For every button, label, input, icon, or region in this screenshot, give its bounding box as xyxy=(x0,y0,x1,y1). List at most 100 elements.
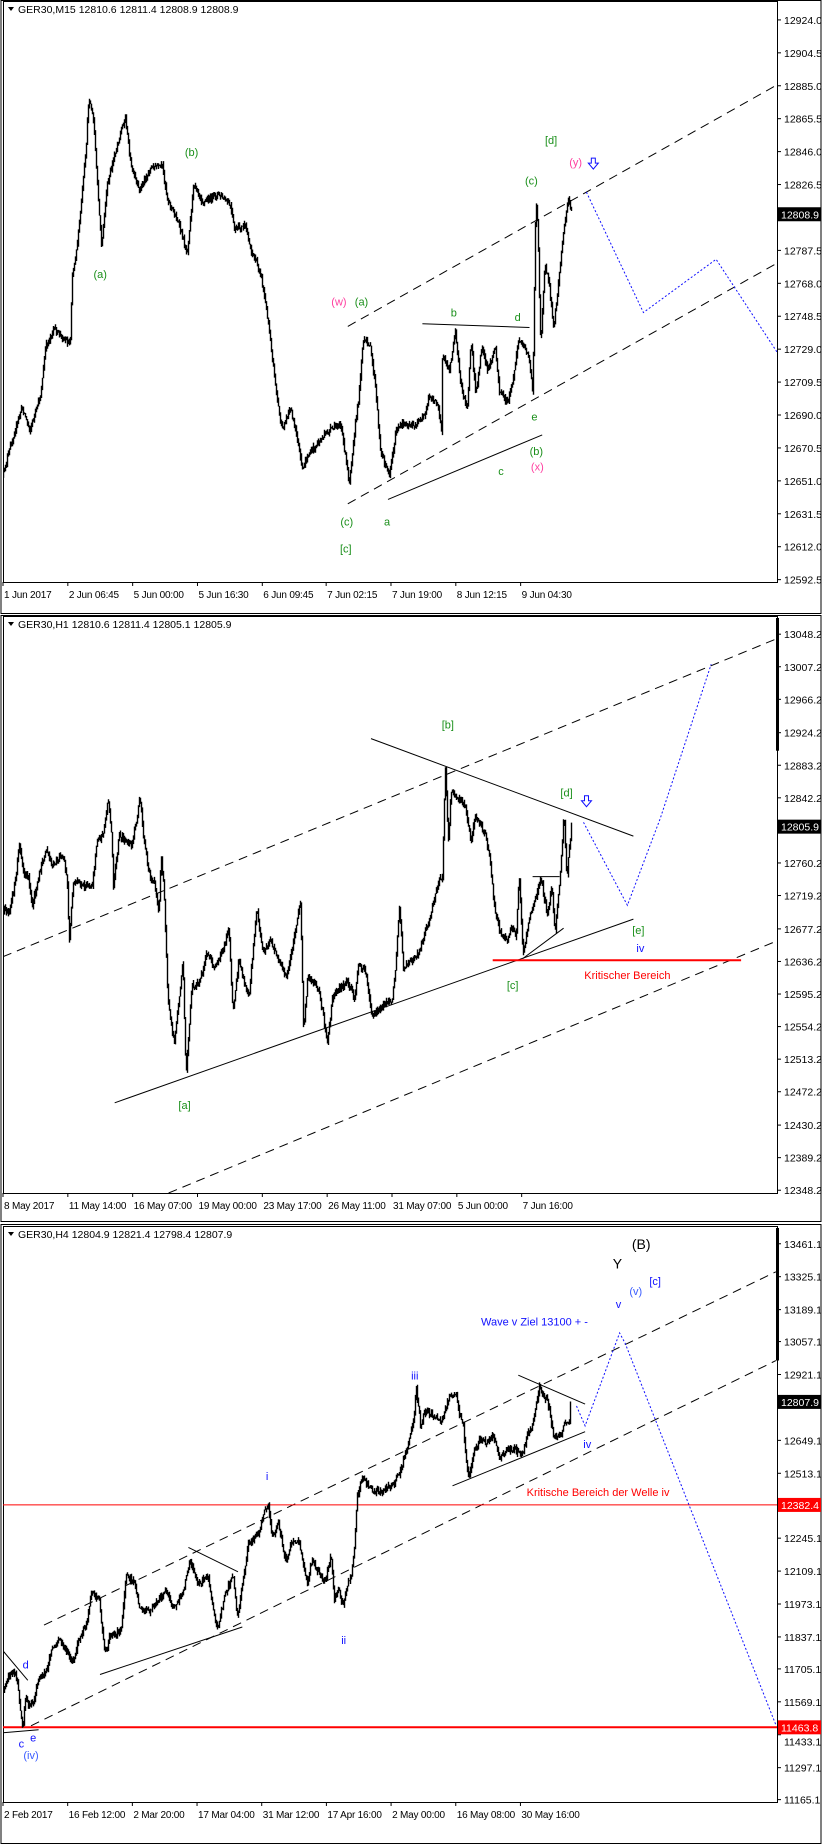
triangle-down-icon xyxy=(8,622,14,626)
panel-frame xyxy=(0,615,822,1222)
price-bars xyxy=(3,98,573,485)
y-tick-label: 11705.1 xyxy=(784,1664,821,1676)
y-tick-label: 12670.5 xyxy=(784,443,822,455)
plot-content: [b] [d] [e] iv [c] [a] Kritischer Bereich xyxy=(3,638,777,1193)
y-tick-label: 12748.5 xyxy=(784,311,822,323)
wave-label: (w) xyxy=(331,297,346,309)
y-tick-label: 12472.2 xyxy=(784,1087,822,1099)
wave-label: iv xyxy=(636,943,644,955)
projection-line xyxy=(583,664,712,907)
x-tick-label: 8 Jun 12:15 xyxy=(457,590,508,601)
trend-line xyxy=(168,940,777,1193)
trend-line xyxy=(387,434,543,500)
y-tick-label: 11297.1 xyxy=(784,1763,821,1775)
wave-label: Wave v Ziel 13100 + - xyxy=(481,1317,588,1329)
x-tick-label: 16 May 07:00 xyxy=(134,1201,193,1212)
y-tick-label: 11165.1 xyxy=(784,1795,821,1807)
y-tick-label: 11973.1 xyxy=(784,1599,821,1611)
x-tick-label: 1 Jun 2017 xyxy=(4,590,52,601)
y-tick-label: 12612.0 xyxy=(784,542,822,554)
y-tick-label: 13461.1 xyxy=(784,1239,822,1251)
y-tick-label: 12513.2 xyxy=(784,1054,822,1066)
x-tick-label: 9 Jun 04:30 xyxy=(522,590,573,601)
wave-label: d xyxy=(515,312,521,324)
current-price-badge xyxy=(778,207,821,222)
trend-line xyxy=(422,323,530,328)
y-tick-label: 12649.1 xyxy=(784,1435,822,1447)
y-tick-label: 12430.2 xyxy=(784,1120,822,1132)
trend-line xyxy=(452,1431,586,1487)
y-tick-label: 12709.5 xyxy=(784,377,822,389)
chart-header: GER30,H1 12810.6 12811.4 12805.1 12805.9 xyxy=(18,619,232,631)
axis-scale-marker xyxy=(776,618,779,751)
y-tick-label: 13007.2 xyxy=(784,662,822,674)
arrow-down-icon xyxy=(587,157,600,170)
wave-label: (x) xyxy=(531,461,544,473)
wave-label: ii xyxy=(341,1635,346,1647)
wave-label: [e] xyxy=(632,925,644,937)
y-tick-label: 12729.0 xyxy=(784,344,822,356)
y-tick-label: 12865.5 xyxy=(784,114,822,126)
price-badge-label: 12807.9 xyxy=(781,1397,819,1409)
current-price-badge xyxy=(778,1394,821,1409)
price-badge-label: 12382.4 xyxy=(781,1500,819,1512)
y-tick-label: 12109.1 xyxy=(784,1566,822,1578)
trend-line xyxy=(43,1271,777,1626)
y-tick-label: 12719.2 xyxy=(784,891,822,903)
x-tick-label: 5 Jun 16:30 xyxy=(198,590,249,601)
wave-label: Kritischer Bereich xyxy=(584,970,670,982)
level-price-badge xyxy=(778,1497,821,1512)
x-tick-label: 7 Jun 19:00 xyxy=(392,590,443,601)
chart-panel-1: (a) (b) (w) (a) (c) [c] a b d c e (b) (x) (c) [d] (y) GE… xyxy=(0,0,822,614)
wave-label: a xyxy=(384,517,391,529)
plot-area xyxy=(3,1,778,583)
price-bars xyxy=(3,766,573,1073)
wave-label: v xyxy=(616,1299,622,1311)
x-tick-label: 2 Feb 2017 xyxy=(4,1810,53,1821)
x-tick-label: 5 Jun 00:00 xyxy=(458,1201,509,1212)
price-badge-label: 12808.9 xyxy=(781,209,819,221)
wave-label: (b) xyxy=(185,147,198,159)
trend-line xyxy=(370,738,634,837)
y-tick-label: 11433.1 xyxy=(784,1736,821,1748)
wave-label: (B) xyxy=(632,1236,651,1252)
x-tick-label: 19 May 00:00 xyxy=(198,1201,257,1212)
price-badge-label: 11463.8 xyxy=(781,1722,818,1734)
wave-label: (v) xyxy=(629,1286,642,1298)
y-tick-label: 12245.1 xyxy=(784,1533,822,1545)
y-tick-label: 12966.2 xyxy=(784,694,822,706)
y-tick-label: 12389.2 xyxy=(784,1153,822,1165)
price-bars xyxy=(3,1382,572,1728)
y-tick-label: 12924.2 xyxy=(784,728,822,740)
y-tick-label: 12631.5 xyxy=(784,509,822,521)
x-tick-label: 31 Mar 12:00 xyxy=(263,1810,320,1821)
wave-label: Y xyxy=(613,1256,623,1272)
trend-line xyxy=(347,84,777,327)
x-tick-label: 23 May 17:00 xyxy=(263,1201,322,1212)
x-tick-label: 8 May 2017 xyxy=(4,1201,55,1212)
y-tick-label: 12636.2 xyxy=(784,956,822,968)
triangle-down-icon xyxy=(8,7,14,11)
x-tick-label: 7 Jun 02:15 xyxy=(327,590,378,601)
wave-label: [d] xyxy=(560,788,572,800)
x-tick-label: 31 May 07:00 xyxy=(393,1201,452,1212)
chart-header: GER30,M15 12810.6 12811.4 12808.9 12808.… xyxy=(18,4,239,16)
trend-line xyxy=(99,1626,243,1675)
projection-line xyxy=(576,1331,777,1726)
trend-line xyxy=(3,638,777,958)
wave-label: [c] xyxy=(340,543,352,555)
wave-label: (c) xyxy=(340,517,353,529)
y-tick-label: 12348.2 xyxy=(784,1185,822,1197)
wave-label: i xyxy=(266,1471,268,1483)
y-tick-label: 12904.5 xyxy=(784,48,822,60)
trend-line xyxy=(518,1374,586,1405)
y-tick-label: 12885.0 xyxy=(784,81,822,93)
plot-area xyxy=(3,1226,778,1803)
chart-header: GER30,H4 12804.9 12821.4 12798.4 12807.9 xyxy=(18,1229,232,1241)
y-tick-label: 12846.0 xyxy=(784,147,822,159)
y-tick-label: 13189.1 xyxy=(784,1305,822,1317)
wave-label: [c] xyxy=(507,980,519,992)
